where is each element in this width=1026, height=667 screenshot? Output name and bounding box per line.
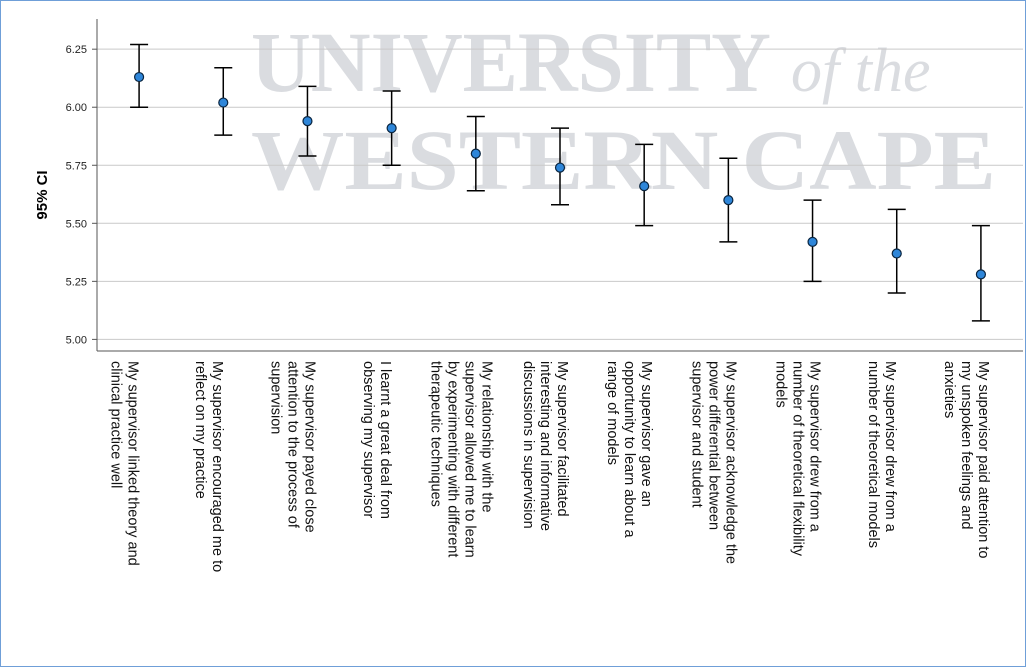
- ci-bar-6: [551, 127, 569, 206]
- x-category-label-line: My supervisor facilitated: [554, 361, 570, 517]
- mean-marker: [218, 97, 229, 108]
- series-ci: [130, 43, 990, 322]
- y-axis-label: 95% CI: [34, 170, 51, 219]
- x-category-label-line: My supervisor payed close: [301, 361, 317, 533]
- y-tick-label: 5.00: [66, 334, 87, 346]
- x-category-label-line: opportunity to learn about a: [621, 361, 637, 538]
- y-tick-label: 6.25: [66, 44, 87, 56]
- y-tick-label: 5.75: [66, 160, 87, 172]
- mean-marker: [302, 116, 313, 127]
- x-category-label-line: reflect on my practice: [192, 361, 208, 499]
- x-category-label-line: My supervisor drew from a: [882, 361, 898, 533]
- ci-bar-11: [971, 224, 990, 322]
- x-category-label-line: supervision: [267, 361, 283, 434]
- watermark-line1-suffix: of the: [791, 37, 930, 105]
- x-category-label-line: therapeutic techniques: [427, 361, 443, 507]
- axes: [96, 19, 1023, 352]
- x-category-label-line: interesting and informative: [537, 361, 553, 531]
- x-category-label-line: My supervisor acknowledge the: [722, 361, 738, 564]
- x-category-label-line: observing my supervisor: [360, 361, 376, 518]
- x-category-label-1: My supervisor linked theory andclinical …: [108, 361, 141, 566]
- x-category-label-line: My supervisor encouraged me to: [209, 361, 225, 572]
- mean-marker: [386, 123, 397, 134]
- x-category-label-line: anxieties: [941, 361, 957, 418]
- x-category-labels: My supervisor linked theory andclinical …: [108, 361, 991, 572]
- watermark-line2: WESTERN CAPE: [251, 112, 996, 208]
- mean-marker: [554, 162, 566, 173]
- x-category-label-line: by experimenting with different: [444, 361, 460, 557]
- x-category-label-line: number of theoretical flexibility: [790, 361, 806, 557]
- x-category-label-line: My supervisor linked theory and: [125, 361, 141, 566]
- mean-marker: [133, 71, 145, 83]
- ci-bar-5: [466, 115, 485, 192]
- x-category-label-line: discussions in supervision: [520, 361, 536, 529]
- ci-bar-3: [298, 85, 317, 157]
- university-watermark: UNIVERSITY of the WESTERN CAPE: [251, 14, 996, 208]
- x-category-label-line: I learnt a great deal from: [377, 361, 393, 519]
- y-tick-labels: 5.00 5.25 5.50 5.75 6.00 6.25: [66, 44, 87, 346]
- x-category-label-line: my unspoken feelings and: [958, 361, 974, 529]
- y-tick-label: 6.00: [66, 102, 87, 114]
- x-category-label-line: My supervisor paid attention to: [975, 361, 991, 558]
- x-category-label-line: supervisor and student: [688, 361, 704, 508]
- y-tick-label: 5.50: [66, 218, 87, 230]
- x-category-label-line: My relationship with the: [478, 361, 494, 513]
- x-category-label-line: attention to the process of: [284, 361, 300, 529]
- x-category-label-line: supervisor allowed me to learn: [461, 361, 477, 558]
- x-category-label-line: clinical practice well: [108, 361, 124, 488]
- ci-bar-4: [382, 90, 401, 167]
- x-category-label-line: number of theoretical models: [865, 361, 881, 548]
- mean-marker: [470, 148, 481, 159]
- mean-marker: [723, 194, 734, 206]
- mean-marker: [891, 248, 902, 259]
- y-tick-label: 5.25: [66, 276, 87, 288]
- mean-marker: [807, 236, 818, 247]
- x-category-label-line: range of models: [604, 361, 620, 465]
- ci-bar-2: [214, 67, 233, 136]
- mean-marker: [975, 269, 987, 280]
- x-category-label-line: My supervisor drew from a: [807, 361, 823, 533]
- ci-bar-8: [719, 157, 738, 243]
- x-category-label-line: My supervisor gave an: [638, 361, 654, 507]
- ci-bar-1: [130, 43, 149, 108]
- x-category-label-line: models: [773, 361, 789, 408]
- ci-bar-9: [803, 199, 822, 283]
- x-category-label-line: power differential between: [705, 361, 721, 530]
- mean-marker: [639, 181, 650, 192]
- watermark-line1: UNIVERSITY: [251, 14, 771, 110]
- ci-bar-10: [887, 208, 906, 294]
- ci-bar-7: [635, 143, 654, 227]
